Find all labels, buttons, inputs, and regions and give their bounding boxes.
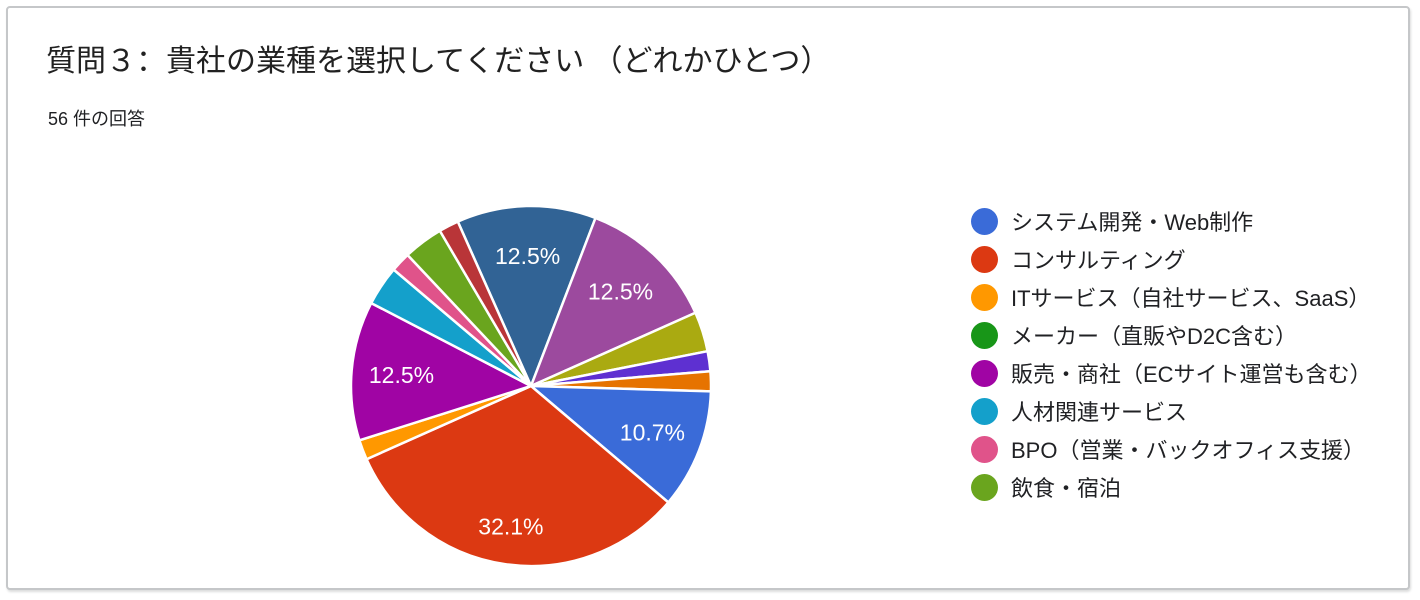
question-summary-card: 質問３：貴社の業種を選択してください （どれかひとつ） 56 件の回答 12.5… <box>6 6 1410 590</box>
legend-item-label: 人材関連サービス <box>1011 400 1188 425</box>
legend-item-label: 飲食・宿泊 <box>1011 476 1122 501</box>
legend-dot-icon <box>971 245 998 273</box>
legend-dot-icon <box>971 283 998 311</box>
pie-slice-label: 10.7% <box>620 420 685 446</box>
legend-item: 販売・商社（ECサイト運営も含む） <box>971 354 1372 392</box>
chart-legend: システム開発・Web制作 コンサルティング ITサービス（自社サービス、SaaS） メ… <box>971 202 1372 506</box>
legend-item-label: ITサービス（自社サービス、SaaS） <box>1011 286 1371 311</box>
pie-slice-label: 12.5% <box>588 279 653 305</box>
legend-item-label: 販売・商社（ECサイト運営も含む） <box>1011 362 1372 387</box>
pie-slice-label: 32.1% <box>478 514 543 540</box>
pie-slice[interactable] <box>529 216 697 388</box>
legend-item-label: BPO（営業・バックオフィス支援） <box>1011 438 1366 463</box>
legend-dot-icon <box>971 397 998 425</box>
legend-dot-icon <box>971 207 998 235</box>
legend-dot-icon <box>971 435 998 463</box>
legend-item: BPO（営業・バックオフィス支援） <box>971 430 1372 468</box>
legend-item: 飲食・宿泊 <box>971 468 1372 506</box>
response-count: 56 件の回答 <box>48 109 146 129</box>
pie-chart: 12.5% 12.5% 10.7% 32.1% 12.5% <box>349 204 713 568</box>
pie-slice[interactable] <box>456 204 597 388</box>
legend-item-label: システム開発・Web制作 <box>1011 210 1254 235</box>
question-title: 質問３：貴社の業種を選択してください （どれかひとつ） <box>46 45 831 78</box>
legend-item-label: コンサルティング <box>1011 248 1186 273</box>
legend-item: 人材関連サービス <box>971 392 1372 430</box>
pie-slice-label: 12.5% <box>495 243 560 269</box>
legend-item-label: メーカー（直販やD2C含む） <box>1011 324 1298 349</box>
legend-item: システム開発・Web制作 <box>971 202 1372 240</box>
legend-dot-icon <box>971 321 998 349</box>
pie-slice[interactable] <box>349 301 533 442</box>
legend-item: コンサルティング <box>971 240 1372 278</box>
legend-dot-icon <box>971 473 998 501</box>
pie-slice[interactable] <box>438 220 533 388</box>
pie-slice[interactable] <box>529 384 713 504</box>
pie-slice[interactable] <box>365 384 670 568</box>
pie-slice-label: 12.5% <box>369 362 434 388</box>
legend-dot-icon <box>971 359 998 387</box>
legend-item: メーカー（直販やD2C含む） <box>971 316 1372 354</box>
legend-item: ITサービス（自社サービス、SaaS） <box>971 278 1372 316</box>
